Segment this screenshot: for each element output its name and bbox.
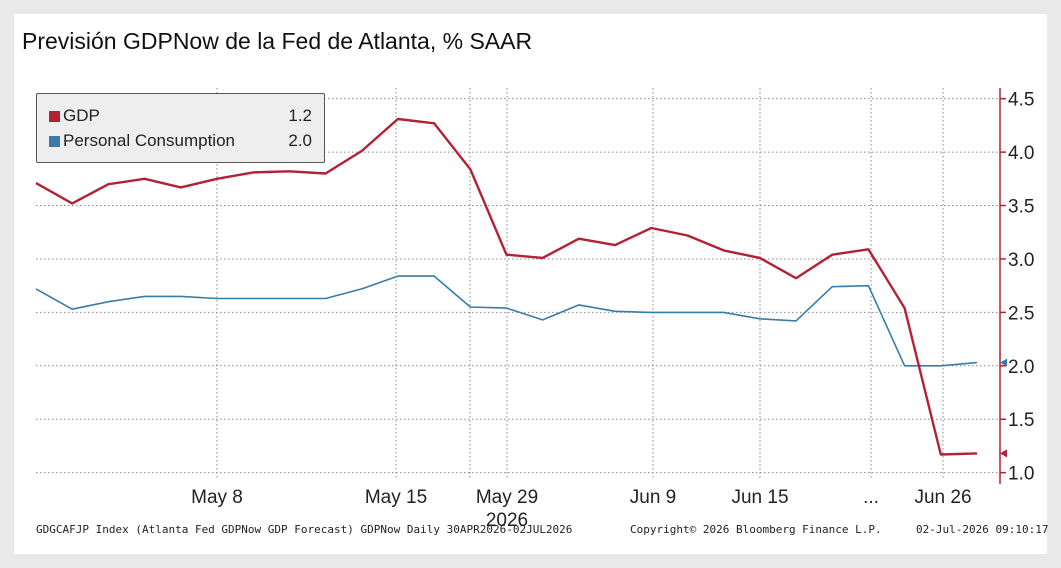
- last-value-marker: [1000, 358, 1007, 367]
- y-tick-label: 4.5: [1008, 90, 1034, 111]
- chart-title: Previsión GDPNow de la Fed de Atlanta, %…: [22, 28, 533, 54]
- x-tick-sublabel: 2026: [486, 510, 528, 531]
- footer-copyright: Copyright© 2026 Bloomberg Finance L.P.: [630, 523, 882, 536]
- y-axis: 4.5 4.0 3.5 3.0 2.5 2.0 1.5 1.0: [999, 88, 1034, 485]
- x-tick-label: Jun 15: [731, 487, 788, 508]
- x-tick-label: Jun 9: [630, 487, 676, 508]
- legend-item-consumption: Personal Consumption 2.0: [49, 130, 312, 152]
- x-tick-label: May 15: [365, 487, 427, 508]
- legend-value-gdp: 1.2: [288, 106, 312, 125]
- legend-label-consumption: Personal Consumption: [63, 131, 235, 150]
- last-value-marker: [1000, 449, 1007, 458]
- x-tick-label: ...: [863, 487, 879, 508]
- y-tick-label: 1.5: [1008, 410, 1034, 431]
- footer-source: GDGCAFJP Index (Atlanta Fed GDPNow GDP F…: [36, 523, 573, 536]
- series-lines: [35, 117, 978, 456]
- y-tick-label: 2.5: [1008, 303, 1034, 324]
- y-tick-label: 3.5: [1008, 197, 1034, 218]
- series-line-gdp: [35, 117, 978, 456]
- footer-timestamp: 02-Jul-2026 09:10:17: [916, 523, 1049, 536]
- legend-swatch-gdp: [49, 110, 60, 122]
- chart-legend: GDP 1.2 Personal Consumption 2.0: [36, 93, 325, 163]
- series-line-consumption: [35, 275, 978, 367]
- legend-item-gdp: GDP 1.2: [49, 105, 312, 127]
- legend-label-gdp: GDP: [63, 106, 100, 125]
- y-tick-label: 1.0: [1008, 464, 1034, 485]
- x-tick-label: May 8: [191, 487, 243, 508]
- y-tick-label: 3.0: [1008, 250, 1034, 271]
- y-tick-label: 2.0: [1008, 357, 1034, 378]
- x-tick-label: Jun 26: [914, 487, 971, 508]
- y-tick-label: 4.0: [1008, 143, 1034, 164]
- x-tick-label: May 29: [476, 487, 538, 508]
- legend-value-consumption: 2.0: [288, 131, 312, 150]
- legend-swatch-consumption: [49, 135, 60, 147]
